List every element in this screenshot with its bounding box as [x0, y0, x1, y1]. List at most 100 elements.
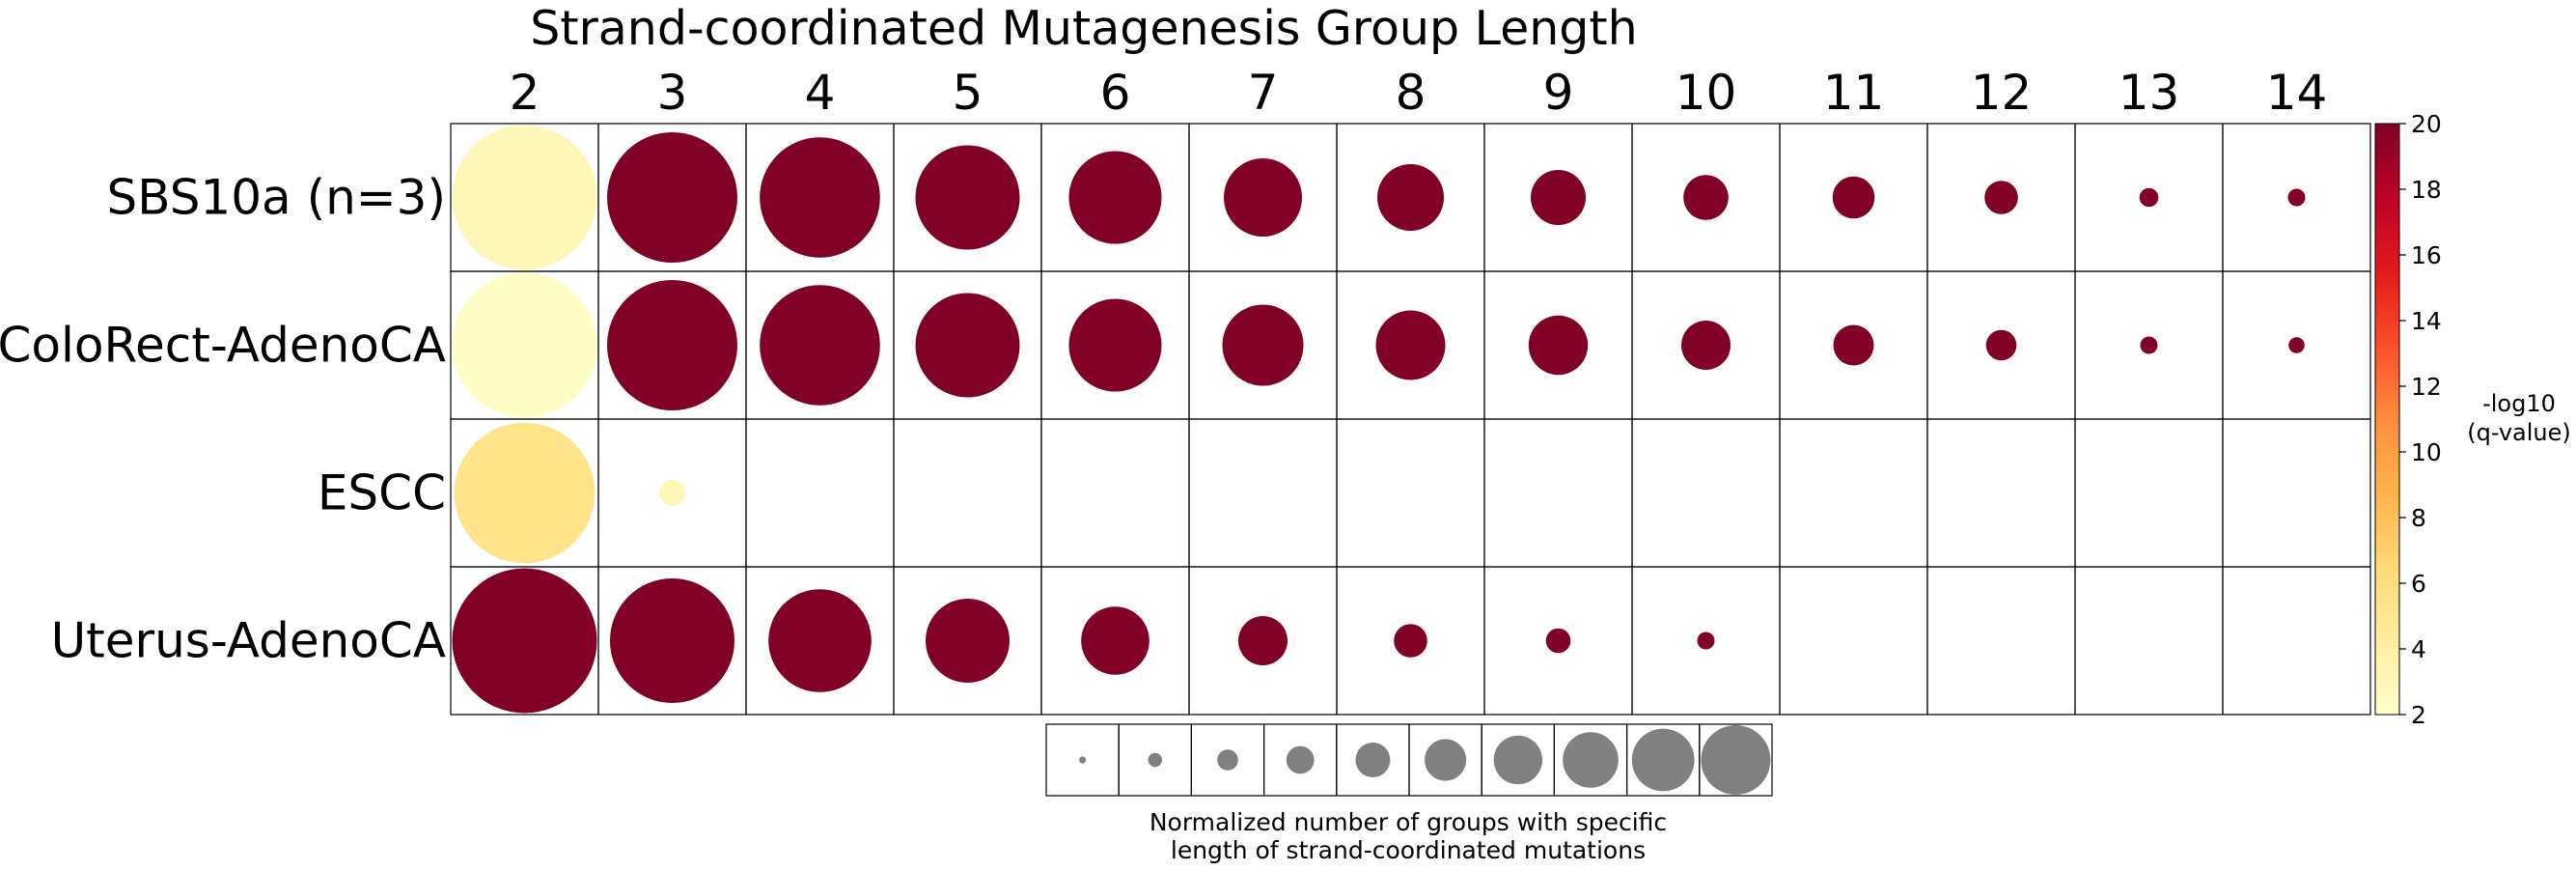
colorbar-tick-label: 6	[2411, 570, 2426, 598]
size-legend-bubble	[1493, 735, 1543, 785]
size-legend-caption-line2: length of strand-coordinated mutations	[1171, 836, 1646, 864]
colorbar-tick-label: 18	[2411, 176, 2442, 204]
colorbar-tick-label: 14	[2411, 307, 2442, 335]
colorbar-tick-label: 4	[2411, 635, 2426, 663]
bubble	[1833, 324, 1874, 366]
bubble	[1984, 181, 2018, 214]
grid-cell	[1926, 566, 2076, 716]
size-legend-bubble	[1631, 728, 1695, 792]
row-label: ESCC	[318, 465, 446, 521]
row-label: Uterus-AdenoCA	[51, 613, 446, 669]
bubble	[607, 132, 737, 263]
size-legend-bubble	[1286, 745, 1315, 774]
colorbar-label-line2: (q-value)	[2467, 419, 2571, 446]
column-header: 10	[1676, 65, 1737, 121]
bubble	[1375, 310, 1446, 380]
grid-cell	[1188, 418, 1338, 568]
bubble	[760, 285, 880, 406]
colorbar-tick-label: 20	[2411, 110, 2442, 138]
bubble	[454, 422, 596, 564]
bubble	[452, 568, 597, 714]
bubble	[1832, 176, 1875, 219]
grid-cell	[1926, 418, 2076, 568]
bubble	[1545, 628, 1571, 654]
column-header: 4	[805, 65, 836, 121]
column-header: 9	[1543, 65, 1574, 121]
row-labels: SBS10a (n=3) ColoRect-AdenoCA ESCC Uterus-A…	[0, 170, 446, 669]
size-legend-bubble	[1563, 732, 1619, 788]
chart-title: Strand-coordinated Mutagenesis Group Len…	[530, 1, 1637, 56]
bubble	[915, 293, 1020, 398]
bubble	[1697, 632, 1715, 650]
bubble	[1394, 624, 1427, 658]
row-label: SBS10a (n=3)	[107, 170, 446, 226]
grid-cell	[893, 418, 1042, 568]
grid-cell	[2074, 418, 2224, 568]
column-header: 5	[953, 65, 983, 121]
colorbar-gradient	[2374, 123, 2400, 716]
grid-cell	[1040, 418, 1190, 568]
bubble	[452, 125, 597, 270]
grid-cell	[1483, 418, 1633, 568]
bubble	[2140, 336, 2158, 354]
grid-cell	[1631, 418, 1781, 568]
bubble	[2139, 187, 2159, 208]
size-legend-bubble	[1425, 739, 1467, 781]
bubble	[2288, 337, 2305, 353]
size-legend-cell	[1699, 723, 1773, 797]
column-header: 6	[1100, 65, 1131, 121]
grid-cell	[745, 418, 895, 568]
grid-cells	[450, 123, 2371, 716]
column-header: 13	[2119, 65, 2180, 121]
bubble	[1531, 170, 1586, 225]
bubble	[768, 589, 872, 692]
grid-cell	[2074, 566, 2224, 716]
column-header: 3	[657, 65, 688, 121]
grid-cell	[1779, 418, 1928, 568]
column-header: 14	[2266, 65, 2328, 121]
size-legend	[1045, 723, 1773, 797]
grid-cell	[2222, 418, 2371, 568]
bubble	[1985, 329, 2017, 361]
column-header: 12	[1971, 65, 2033, 121]
bubble	[607, 280, 737, 410]
bubble	[1068, 298, 1162, 392]
bubble	[1222, 304, 1304, 386]
size-legend-caption-line1: Normalized number of groups with specifi…	[1150, 808, 1667, 836]
colorbar-tick-label: 16	[2411, 241, 2442, 269]
row-label: ColoRect-AdenoCA	[0, 318, 446, 374]
colorbar-ticks: 2 4 6 8 10 12 14 16 18 20	[2399, 110, 2442, 729]
size-legend-bubble	[1217, 749, 1238, 771]
column-header: 2	[510, 65, 540, 121]
bubble	[610, 578, 734, 703]
grid-cell	[2222, 566, 2371, 716]
bubble	[1683, 175, 1729, 220]
bubble	[926, 599, 1010, 683]
bubbles	[452, 125, 2306, 714]
colorbar-tick-label: 2	[2411, 701, 2426, 729]
colorbar-label-line1: -log10	[2482, 390, 2556, 417]
bubble	[1681, 321, 1731, 370]
size-legend-bubble	[1701, 725, 1771, 795]
column-headers: 2 3 4 5 6 7 8 9 10 11 12 13 14	[510, 65, 2328, 121]
size-legend-bubble	[1355, 743, 1391, 777]
bubble	[1224, 158, 1302, 237]
colorbar-tick-label: 8	[2411, 504, 2426, 532]
column-header: 8	[1396, 65, 1426, 121]
bubble	[1377, 164, 1444, 231]
bubble	[2287, 188, 2306, 207]
bubble	[1081, 606, 1150, 675]
grid-cell	[1779, 566, 1928, 716]
colorbar-tick-label: 12	[2411, 373, 2442, 401]
size-legend-bubble	[1148, 752, 1163, 768]
bubble	[1068, 151, 1162, 244]
grid-cell	[1336, 418, 1485, 568]
bubble	[760, 137, 880, 258]
column-header: 7	[1248, 65, 1279, 121]
column-header: 11	[1823, 65, 1885, 121]
bubble	[915, 145, 1020, 250]
bubble	[1528, 315, 1589, 376]
bubble	[452, 272, 597, 418]
colorbar: 2 4 6 8 10 12 14 16 18 20 -log10 (q-value)	[2374, 110, 2571, 729]
